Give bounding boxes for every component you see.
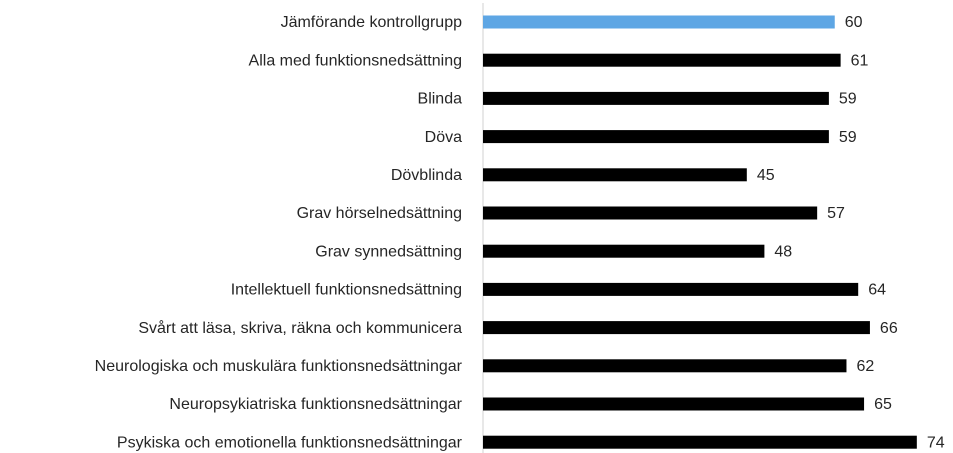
- bar: [483, 282, 859, 296]
- bar: [483, 91, 829, 105]
- category-label: Grav hörselnedsättning: [297, 205, 462, 222]
- bar: [483, 168, 747, 182]
- category-label: Intellektuell funktionsnedsättning: [231, 282, 462, 299]
- category-label: Alla med funktionsnedsättning: [249, 52, 462, 69]
- category-label: Svårt att läsa, skriva, räkna och kommun…: [138, 319, 462, 337]
- bar: [483, 53, 841, 67]
- category-label: Döva: [425, 129, 462, 146]
- value-label: 74: [927, 434, 945, 451]
- value-label: 61: [851, 52, 869, 69]
- value-label: 66: [880, 320, 898, 337]
- bar: [483, 321, 870, 335]
- value-label: 62: [856, 358, 874, 375]
- value-label: 59: [839, 91, 857, 108]
- bar: [483, 130, 829, 144]
- value-label: 48: [774, 243, 792, 260]
- category-label: Grav synnedsättning: [315, 243, 462, 260]
- bar: [483, 15, 835, 29]
- bar: [483, 244, 765, 258]
- value-label: 45: [757, 167, 775, 184]
- bar: [483, 206, 818, 220]
- category-label: Blinda: [418, 91, 463, 108]
- value-label: 64: [868, 282, 886, 299]
- bar: [483, 435, 917, 449]
- category-label: Dövblinda: [391, 167, 462, 184]
- value-label: 59: [839, 129, 857, 146]
- category-label: Neuropsykiatriska funktionsnedsättningar: [169, 396, 462, 413]
- category-label: Jämförande kontrollgrupp: [281, 14, 463, 31]
- value-label: 57: [827, 205, 845, 222]
- category-label: Neurologiska och muskulära funktionsneds…: [95, 358, 463, 375]
- bar: [483, 397, 865, 411]
- value-label: 60: [845, 14, 863, 31]
- bar: [483, 359, 847, 373]
- value-label: 65: [874, 396, 892, 413]
- category-label: Psykiska och emotionella funktionsnedsät…: [117, 434, 463, 451]
